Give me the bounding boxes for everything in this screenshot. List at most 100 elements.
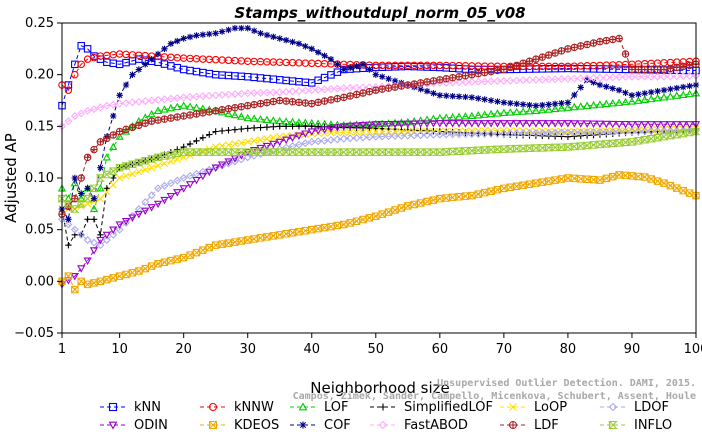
- data-point: [397, 120, 406, 129]
- data-point: [71, 194, 79, 203]
- data-point: [499, 120, 509, 128]
- data-point: [519, 129, 528, 138]
- y-tick-label: 0.10: [25, 171, 54, 186]
- data-point: [416, 120, 425, 128]
- data-point: [365, 87, 374, 96]
- data-point: [64, 194, 73, 202]
- data-point: [377, 148, 387, 156]
- data-point: [507, 99, 514, 107]
- data-point: [358, 121, 368, 130]
- data-point: [314, 123, 322, 130]
- data-point: [308, 45, 315, 53]
- data-point: [211, 241, 220, 249]
- data-point: [301, 226, 310, 235]
- data-point: [596, 37, 604, 46]
- data-point: [71, 70, 79, 79]
- data-point: [500, 65, 508, 74]
- data-point: [512, 182, 521, 191]
- data-point: [500, 184, 508, 193]
- series-line: [61, 92, 697, 211]
- data-point: [160, 196, 169, 205]
- data-point: [282, 97, 290, 105]
- data-point: [294, 148, 304, 156]
- data-point: [83, 194, 93, 203]
- data-point: [480, 146, 490, 154]
- data-point: [166, 151, 176, 159]
- data-point: [115, 132, 124, 140]
- data-point: [269, 88, 278, 97]
- data-point: [230, 157, 239, 166]
- data-point: [115, 221, 124, 229]
- data-point: [672, 72, 681, 81]
- data-point: [364, 148, 374, 156]
- data-point: [538, 75, 547, 84]
- data-point: [346, 134, 355, 143]
- series-inflo: [57, 127, 701, 213]
- data-point: [679, 186, 687, 195]
- data-point: [110, 112, 117, 120]
- data-point: [519, 76, 528, 85]
- data-point: [109, 230, 118, 239]
- data-point: [250, 100, 258, 109]
- data-point: [525, 129, 534, 138]
- data-point: [397, 131, 406, 140]
- data-point: [372, 212, 380, 220]
- data-point: [321, 52, 328, 59]
- data-point: [282, 87, 291, 96]
- data-point: [109, 226, 118, 234]
- data-point: [474, 77, 483, 86]
- data-point: [436, 194, 444, 203]
- data-point: [236, 148, 246, 156]
- data-point: [563, 120, 573, 128]
- data-point: [396, 148, 406, 156]
- data-point: [621, 127, 630, 136]
- data-point: [448, 112, 457, 121]
- data-point: [339, 123, 348, 131]
- data-point: [231, 126, 239, 133]
- data-point: [602, 73, 611, 82]
- data-point: [365, 214, 374, 222]
- x-tick-label: 40: [303, 342, 320, 357]
- data-point: [576, 74, 585, 83]
- data-point: [448, 120, 457, 128]
- data-point: [205, 165, 214, 174]
- data-point: [135, 168, 143, 176]
- data-point: [422, 115, 432, 123]
- data-point: [314, 85, 323, 94]
- data-point: [141, 264, 150, 273]
- data-point: [474, 111, 483, 119]
- data-point: [653, 177, 662, 185]
- data-point: [314, 127, 323, 135]
- data-point: [166, 179, 175, 188]
- data-point: [487, 187, 495, 195]
- data-point: [218, 142, 226, 150]
- data-point: [307, 137, 316, 146]
- data-point: [538, 120, 547, 128]
- data-point: [474, 69, 483, 78]
- data-point: [678, 129, 688, 138]
- data-point: [193, 137, 200, 144]
- data-point: [436, 76, 444, 84]
- data-point: [417, 127, 424, 134]
- data-point: [116, 92, 123, 99]
- data-point: [391, 83, 399, 91]
- data-point: [506, 120, 515, 128]
- legend-label: ODIN: [134, 418, 168, 433]
- data-point: [512, 129, 521, 138]
- data-point: [532, 179, 540, 187]
- data-point: [77, 202, 85, 211]
- data-point: [385, 127, 393, 136]
- legend-item-knn: kNN: [100, 400, 161, 415]
- data-point: [435, 120, 444, 128]
- data-point: [262, 88, 271, 97]
- data-point: [634, 127, 643, 136]
- data-point: [551, 176, 559, 184]
- data-point: [70, 273, 79, 281]
- data-point: [224, 105, 233, 113]
- data-point: [231, 104, 239, 112]
- data-point: [122, 172, 130, 180]
- data-point: [627, 97, 637, 105]
- data-point: [173, 176, 182, 185]
- data-point: [428, 148, 438, 156]
- data-point: [243, 113, 252, 122]
